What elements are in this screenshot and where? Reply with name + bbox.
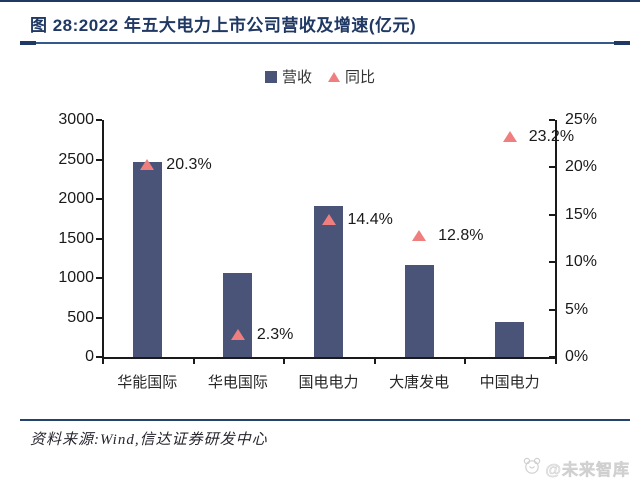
revenue-bar-中国电力 — [495, 322, 525, 357]
legend-item-同比: 同比 — [328, 66, 375, 87]
source-attribution: 资料来源:Wind,信达证券研发中心 — [30, 432, 268, 448]
y-axis-left-tick-label: 1000 — [58, 269, 94, 286]
y-axis-right-tick — [549, 119, 555, 121]
y-axis-right-tick — [549, 356, 555, 358]
x-axis — [102, 357, 557, 359]
figure-title: 图 28:2022 年五大电力上市公司营收及增速(亿元) — [30, 16, 417, 35]
yoy-data-label: 23.2% — [528, 128, 575, 146]
revenue-bar-华电国际 — [223, 272, 253, 357]
x-axis-tick — [283, 359, 286, 364]
x-axis-tick — [102, 359, 104, 364]
y-axis-right-tick — [549, 213, 555, 216]
x-axis-tick — [192, 359, 195, 364]
footer-divider-line — [20, 419, 630, 421]
y-axis-left-tick — [96, 119, 102, 121]
y-axis-right-tick-label: 0% — [565, 348, 589, 365]
revenue-bar-大唐发电 — [404, 264, 434, 357]
category-label-华能国际: 华能国际 — [117, 374, 178, 391]
bear-logo-icon — [522, 457, 542, 480]
y-axis-left-tick — [96, 158, 102, 161]
y-axis-left-tick — [96, 237, 102, 240]
y-axis-right-tick-label: 20% — [565, 158, 598, 176]
y-axis-left-tick-label: 0 — [85, 348, 94, 365]
y-axis-right-tick — [549, 308, 555, 311]
y-axis-right — [555, 120, 557, 359]
y-axis-left-tick — [96, 198, 102, 200]
yoy-data-label: 14.4% — [347, 211, 393, 229]
title-underline — [20, 41, 630, 45]
chart-legend: 营收 同比 — [0, 66, 640, 87]
legend-item-营收: 营收 — [264, 66, 312, 87]
y-axis-right-tick-label: 15% — [565, 205, 598, 223]
y-axis-right-tick-label: 10% — [565, 253, 598, 271]
legend-label: 同比 — [345, 69, 376, 86]
y-axis-left-tick — [96, 277, 102, 279]
x-axis-tick — [373, 359, 376, 364]
category-label-中国电力: 中国电力 — [479, 374, 540, 391]
top-border-line — [0, 0, 640, 2]
legend-triangle-icon — [328, 71, 340, 82]
yoy-triangle-marker-华电国际 — [230, 329, 245, 341]
yoy-triangle-marker-国电电力 — [321, 214, 336, 226]
yoy-data-label: 2.3% — [256, 326, 294, 344]
y-axis-left-tick-label: 3000 — [58, 111, 94, 128]
y-axis-right-tick — [549, 166, 555, 169]
yoy-triangle-marker-中国电力 — [502, 131, 517, 143]
y-axis-left-tick — [96, 316, 102, 319]
watermark-text: @未来智库 — [545, 462, 630, 480]
x-axis-tick — [464, 359, 467, 364]
category-label-华电国际: 华电国际 — [207, 374, 268, 391]
y-axis-right-tick — [549, 261, 555, 264]
yoy-data-label: 12.8% — [438, 226, 484, 244]
category-label-大唐发电: 大唐发电 — [389, 374, 450, 391]
yoy-data-label: 20.3% — [166, 155, 212, 173]
y-axis-left-tick — [96, 356, 102, 358]
legend-label: 营收 — [281, 69, 312, 86]
y-axis-right-tick-label: 25% — [565, 111, 598, 128]
y-axis-left — [102, 120, 104, 359]
yoy-triangle-marker-大唐发电 — [412, 229, 427, 241]
watermark: @未来智库 — [522, 456, 630, 480]
y-axis-left-tick-label: 1500 — [58, 229, 94, 247]
y-axis-left-tick-label: 2500 — [58, 150, 94, 168]
y-axis-right-tick-label: 5% — [565, 300, 589, 318]
legend-square-icon — [264, 70, 277, 83]
x-axis-tick — [555, 359, 557, 364]
y-axis-left-tick-label: 500 — [67, 308, 94, 326]
revenue-bar-华能国际 — [132, 162, 162, 357]
category-label-国电电力: 国电电力 — [298, 374, 359, 391]
yoy-triangle-marker-华能国际 — [140, 158, 155, 170]
revenue-bar-国电电力 — [314, 205, 343, 357]
y-axis-left-tick-label: 2000 — [58, 190, 94, 207]
